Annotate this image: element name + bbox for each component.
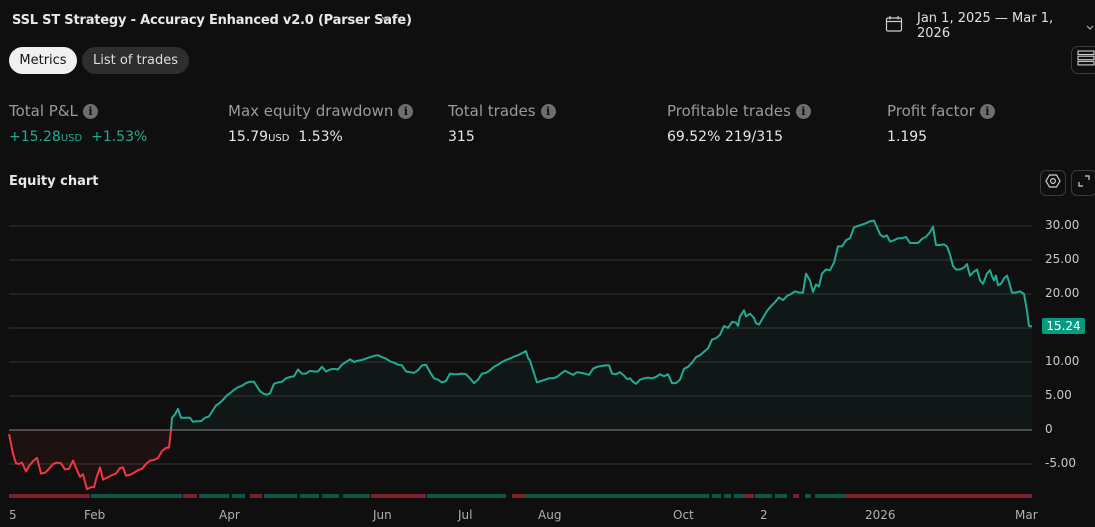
trade-segment [343,494,370,498]
trade-segment [755,494,772,498]
date-range-text: Jan 1, 2025 — Mar 1, 2026 [917,11,1054,41]
metric-total-pnl-label: Total P&L i [9,102,98,120]
trade-segment [734,494,743,498]
y-tick-label: 10.00 [1045,354,1080,368]
trade-segment [991,494,1032,498]
trade-segment [805,494,811,498]
layout-menu-button[interactable] [1071,46,1095,74]
metric-profitable-trades-label: Profitable trades i [667,102,811,120]
x-tick-label: 2 [760,508,768,522]
trade-segment [9,494,90,498]
max-drawdown-percent: 1.53% [298,129,343,145]
x-tick-label: Jun [373,508,392,522]
chevron-down-icon [1085,17,1095,36]
metric-profit-factor-value: 1.195 [887,129,928,145]
trade-segment [371,494,426,498]
trade-segment [232,494,245,498]
info-icon[interactable]: i [540,103,556,119]
total-trades-label: Total trades [448,102,536,120]
metric-max-drawdown-value: 15.79USD 1.53% [228,129,343,145]
trade-segment [525,494,543,498]
trade-segment [815,494,845,498]
x-tick-label: Feb [84,508,106,522]
x-tick-label: Apr [219,508,240,522]
x-tick-label: Aug [538,508,562,522]
last-value-badge: 15.24 [1042,318,1085,334]
strategy-title[interactable]: SSL ST Strategy - Accuracy Enhanced v2.0… [12,13,412,28]
trade-segment [543,494,709,498]
trade-segment [300,494,319,498]
info-icon[interactable]: i [82,103,98,119]
metric-total-trades-value: 315 [448,129,475,145]
metric-total-pnl-value: +15.28USD +1.53% [9,129,147,145]
trade-segment [775,494,787,498]
y-tick-label: 20.00 [1045,286,1080,300]
max-drawdown-amount: 15.79 [228,129,269,145]
trade-segment [322,494,339,498]
x-tick-label: Jul [458,508,473,522]
profit-area [171,220,1032,430]
date-range-picker[interactable]: Jan 1, 2025 — Mar 1, 2026 [885,11,1095,41]
y-tick-label: 5.00 [1045,388,1072,402]
y-tick-label: -5.00 [1045,456,1077,470]
settings-icon [1045,173,1061,193]
chart-settings-button[interactable] [1040,170,1066,196]
metric-profitable-trades-value: 69.52% 219/315 [667,129,783,145]
metric-total-trades-label: Total trades i [448,102,556,120]
y-tick-label: 30.00 [1045,218,1080,232]
fullscreen-button[interactable] [1071,170,1095,196]
total-pnl-amount: +15.28 [9,129,61,145]
total-pnl-unit: USD [60,133,83,144]
trade-segment [250,494,262,498]
equity-line-positive [170,219,1033,431]
x-tick-label: 2026 [865,508,896,522]
tab-metrics[interactable]: Metrics [9,47,77,74]
y-tick-label: 25.00 [1045,252,1080,266]
metric-profit-factor-label: Profit factor i [887,102,995,120]
trade-segment [427,494,506,498]
profit-factor-label: Profit factor [887,102,975,120]
profitable-trades-label: Profitable trades [667,102,791,120]
info-icon[interactable]: i [795,103,811,119]
equity-line-negative [8,429,172,491]
trade-segment [743,494,754,498]
total-pnl-label: Total P&L [9,102,78,120]
trade-segment [264,494,297,498]
trade-segment [91,494,182,498]
chevron-down-icon[interactable] [380,13,390,26]
trade-segment [724,494,731,498]
x-tick-label: Mar [1015,508,1038,522]
trade-segment [199,494,229,498]
expand-icon [1076,173,1092,193]
x-tick-label: 5 [9,508,17,522]
y-tick-label: 0 [1045,422,1053,436]
info-icon[interactable]: i [979,103,995,119]
equity-chart-title: Equity chart [9,174,99,189]
trade-segment [183,494,197,498]
trade-segment [793,494,799,498]
max-drawdown-unit: USD [268,133,290,144]
trade-segment [845,494,991,498]
x-tick-label: Oct [673,508,694,522]
info-icon[interactable]: i [398,103,414,119]
trade-segment [712,494,721,498]
list-icon [1077,50,1095,70]
tab-list-of-trades[interactable]: List of trades [82,47,189,74]
total-pnl-percent: +1.53% [91,129,148,145]
trade-segment [512,494,525,498]
calendar-icon [885,15,903,37]
metric-max-drawdown-label: Max equity drawdown i [228,102,414,120]
max-drawdown-label: Max equity drawdown [228,102,394,120]
loss-area [9,430,171,490]
